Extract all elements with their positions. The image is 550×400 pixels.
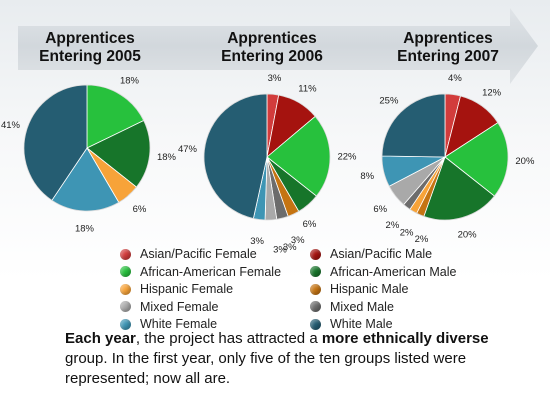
legend-item: Asian/Pacific Male	[310, 246, 500, 263]
pie-outline	[23, 84, 151, 212]
caption-part: , the project has attracted a	[135, 330, 322, 347]
legend-label: African-American Male	[330, 264, 457, 279]
slice-label: 3%	[283, 242, 297, 253]
slice-label: 3%	[273, 244, 287, 255]
slice-label: 6%	[303, 219, 317, 230]
legend-item: Hispanic Female	[120, 281, 310, 298]
slice-label: 11%	[298, 83, 317, 94]
pie-slice	[86, 120, 151, 188]
legend-item: Mixed Female	[120, 299, 310, 316]
slice-label: 6%	[133, 204, 147, 215]
legend-label: Mixed Male	[330, 299, 394, 314]
legend-swatch	[120, 318, 131, 330]
legend-swatch	[120, 301, 131, 313]
legend-label: Hispanic Female	[140, 282, 234, 297]
legend: Asian/Pacific Female Asian/Pacific Male …	[120, 246, 500, 333]
legend-label: Asian/Pacific Female	[140, 247, 257, 262]
slice-label: 18%	[157, 152, 177, 163]
slice-label: 12%	[482, 88, 502, 99]
legend-label: Asian/Pacific Male	[330, 247, 433, 262]
chart-title-line2: Entering 2005	[39, 48, 141, 65]
legend-label: White Female	[140, 317, 218, 332]
legend-swatch	[310, 248, 321, 260]
pie-slice	[51, 147, 120, 212]
legend-label: African-American Female	[140, 264, 282, 279]
slice-label: 18%	[120, 76, 140, 87]
pie-chart: 4%12%20%20%2%2%2%6%8%25%	[360, 73, 535, 245]
pie-slice	[86, 84, 145, 149]
pie-slice	[381, 93, 446, 158]
legend-item: White Female	[120, 316, 310, 333]
slice-label: 41%	[1, 120, 21, 131]
slice-label: 2%	[400, 228, 414, 239]
slice-label: 4%	[448, 73, 462, 84]
legend-item: African-American Female	[120, 264, 310, 281]
slice-label: 25%	[379, 96, 399, 107]
slice-label: 22%	[337, 151, 357, 162]
pie-slice	[423, 156, 495, 221]
chart-title-line1: Apprentices	[403, 30, 493, 47]
slice-label: 20%	[458, 229, 478, 240]
slice-label: 3%	[250, 236, 264, 247]
slice-label: 18%	[75, 224, 95, 235]
pie-slice	[23, 84, 88, 201]
pie-outline	[381, 93, 509, 221]
chart-title-line1: Apprentices	[227, 30, 317, 47]
slice-label: 2%	[386, 220, 400, 231]
legend-label: Hispanic Male	[330, 282, 409, 297]
slice-label: 47%	[178, 144, 198, 155]
legend-swatch	[310, 318, 321, 330]
pie-slice	[203, 93, 268, 219]
pie-chart: 3%11%22%6%3%3%3%3%47%	[178, 73, 357, 256]
legend-swatch	[310, 283, 321, 295]
legend-item: African-American Male	[310, 264, 500, 281]
caption-text: Each year, the project has attracted a m…	[65, 329, 505, 389]
slice-label: 3%	[268, 73, 282, 84]
legend-item: Asian/Pacific Female	[120, 246, 310, 263]
caption-part: group. In the first year, only five of t…	[65, 350, 467, 387]
pie-chart: 18% 18% 6% 18% 41%	[1, 76, 177, 235]
pie-outline	[203, 93, 331, 221]
slice-label: 8%	[360, 171, 374, 182]
slice-label: 6%	[373, 204, 387, 215]
chart-title-2005: Apprentices Entering 2005	[0, 30, 180, 66]
legend-swatch	[120, 248, 131, 260]
chart-title-2006: Apprentices Entering 2006	[182, 30, 362, 66]
legend-swatch	[310, 301, 321, 313]
legend-item: Hispanic Male	[310, 281, 500, 298]
chart-title-line2: Entering 2006	[221, 48, 323, 65]
pie-slice	[266, 115, 331, 197]
legend-item: Mixed Male	[310, 299, 500, 316]
legend-swatch	[120, 266, 131, 278]
legend-label: Mixed Female	[140, 299, 219, 314]
chart-title-line2: Entering 2007	[397, 48, 499, 65]
caption-bold-1: Each year	[65, 330, 136, 347]
legend-item: White Male	[310, 316, 500, 333]
chart-title-2007: Apprentices Entering 2007	[358, 30, 538, 66]
caption-bold-2: more ethnically diverse	[321, 330, 489, 347]
pie-slice	[444, 122, 509, 197]
slice-label: 20%	[515, 156, 535, 167]
legend-swatch	[120, 283, 131, 295]
slice-label: 2%	[415, 234, 429, 245]
legend-label: White Male	[330, 317, 393, 332]
chart-title-line1: Apprentices	[45, 30, 135, 47]
legend-swatch	[310, 266, 321, 278]
slice-label: 3%	[291, 235, 305, 246]
